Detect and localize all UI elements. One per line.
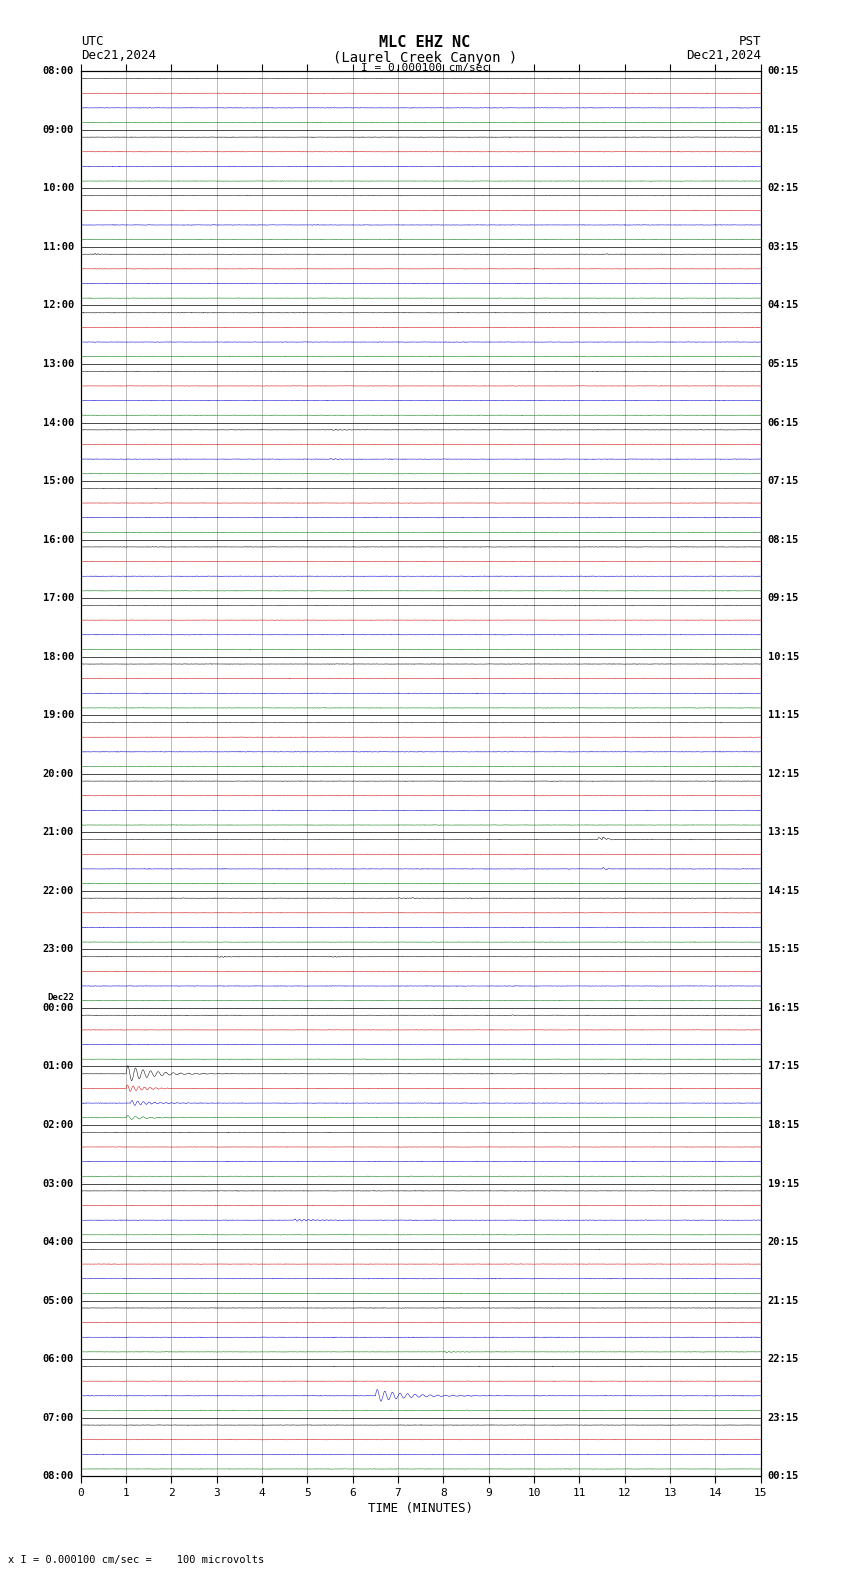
Text: 00:15: 00:15 (768, 1472, 799, 1481)
Text: MLC EHZ NC: MLC EHZ NC (379, 35, 471, 49)
Text: 01:15: 01:15 (768, 125, 799, 135)
Text: 11:15: 11:15 (768, 710, 799, 721)
Text: 08:15: 08:15 (768, 535, 799, 545)
Text: 05:00: 05:00 (42, 1296, 74, 1305)
Text: UTC: UTC (81, 35, 103, 48)
Text: 02:00: 02:00 (42, 1120, 74, 1129)
Text: 12:15: 12:15 (768, 768, 799, 779)
Text: 23:15: 23:15 (768, 1413, 799, 1422)
Text: 14:15: 14:15 (768, 885, 799, 897)
Text: 19:00: 19:00 (42, 710, 74, 721)
Text: 13:15: 13:15 (768, 827, 799, 838)
Text: 22:15: 22:15 (768, 1354, 799, 1364)
Text: 20:00: 20:00 (42, 768, 74, 779)
Text: (Laurel Creek Canyon ): (Laurel Creek Canyon ) (333, 51, 517, 65)
Text: 10:00: 10:00 (42, 184, 74, 193)
Text: 07:00: 07:00 (42, 1413, 74, 1422)
Text: 03:15: 03:15 (768, 242, 799, 252)
Text: 02:15: 02:15 (768, 184, 799, 193)
Text: PST: PST (739, 35, 761, 48)
Text: 15:00: 15:00 (42, 477, 74, 486)
Text: Dec21,2024: Dec21,2024 (81, 49, 156, 62)
Text: 22:00: 22:00 (42, 885, 74, 897)
Text: 08:00: 08:00 (42, 1472, 74, 1481)
Text: 04:00: 04:00 (42, 1237, 74, 1247)
Text: 18:00: 18:00 (42, 651, 74, 662)
Text: 18:15: 18:15 (768, 1120, 799, 1129)
Text: x I = 0.000100 cm/sec =    100 microvolts: x I = 0.000100 cm/sec = 100 microvolts (8, 1555, 264, 1565)
Text: 17:15: 17:15 (768, 1061, 799, 1071)
Text: Dec22: Dec22 (47, 993, 74, 1003)
Text: 16:15: 16:15 (768, 1003, 799, 1012)
Text: 21:15: 21:15 (768, 1296, 799, 1305)
Text: 17:00: 17:00 (42, 592, 74, 604)
Text: 06:15: 06:15 (768, 418, 799, 428)
Text: 15:15: 15:15 (768, 944, 799, 955)
Text: 09:00: 09:00 (42, 125, 74, 135)
Text: 11:00: 11:00 (42, 242, 74, 252)
X-axis label: TIME (MINUTES): TIME (MINUTES) (368, 1502, 473, 1516)
Text: 13:00: 13:00 (42, 360, 74, 369)
Text: 00:00: 00:00 (42, 1003, 74, 1012)
Text: 16:00: 16:00 (42, 535, 74, 545)
Text: 19:15: 19:15 (768, 1178, 799, 1188)
Text: 08:00: 08:00 (42, 67, 74, 76)
Text: 09:15: 09:15 (768, 592, 799, 604)
Text: 05:15: 05:15 (768, 360, 799, 369)
Text: 06:00: 06:00 (42, 1354, 74, 1364)
Text: 20:15: 20:15 (768, 1237, 799, 1247)
Text: 10:15: 10:15 (768, 651, 799, 662)
Text: 01:00: 01:00 (42, 1061, 74, 1071)
Text: 14:00: 14:00 (42, 418, 74, 428)
Text: 23:00: 23:00 (42, 944, 74, 955)
Text: 07:15: 07:15 (768, 477, 799, 486)
Text: I = 0.000100 cm/sec: I = 0.000100 cm/sec (361, 63, 489, 73)
Text: 12:00: 12:00 (42, 301, 74, 310)
Text: 03:00: 03:00 (42, 1178, 74, 1188)
Text: 21:00: 21:00 (42, 827, 74, 838)
Text: 04:15: 04:15 (768, 301, 799, 310)
Text: 00:15: 00:15 (768, 67, 799, 76)
Text: Dec21,2024: Dec21,2024 (686, 49, 761, 62)
